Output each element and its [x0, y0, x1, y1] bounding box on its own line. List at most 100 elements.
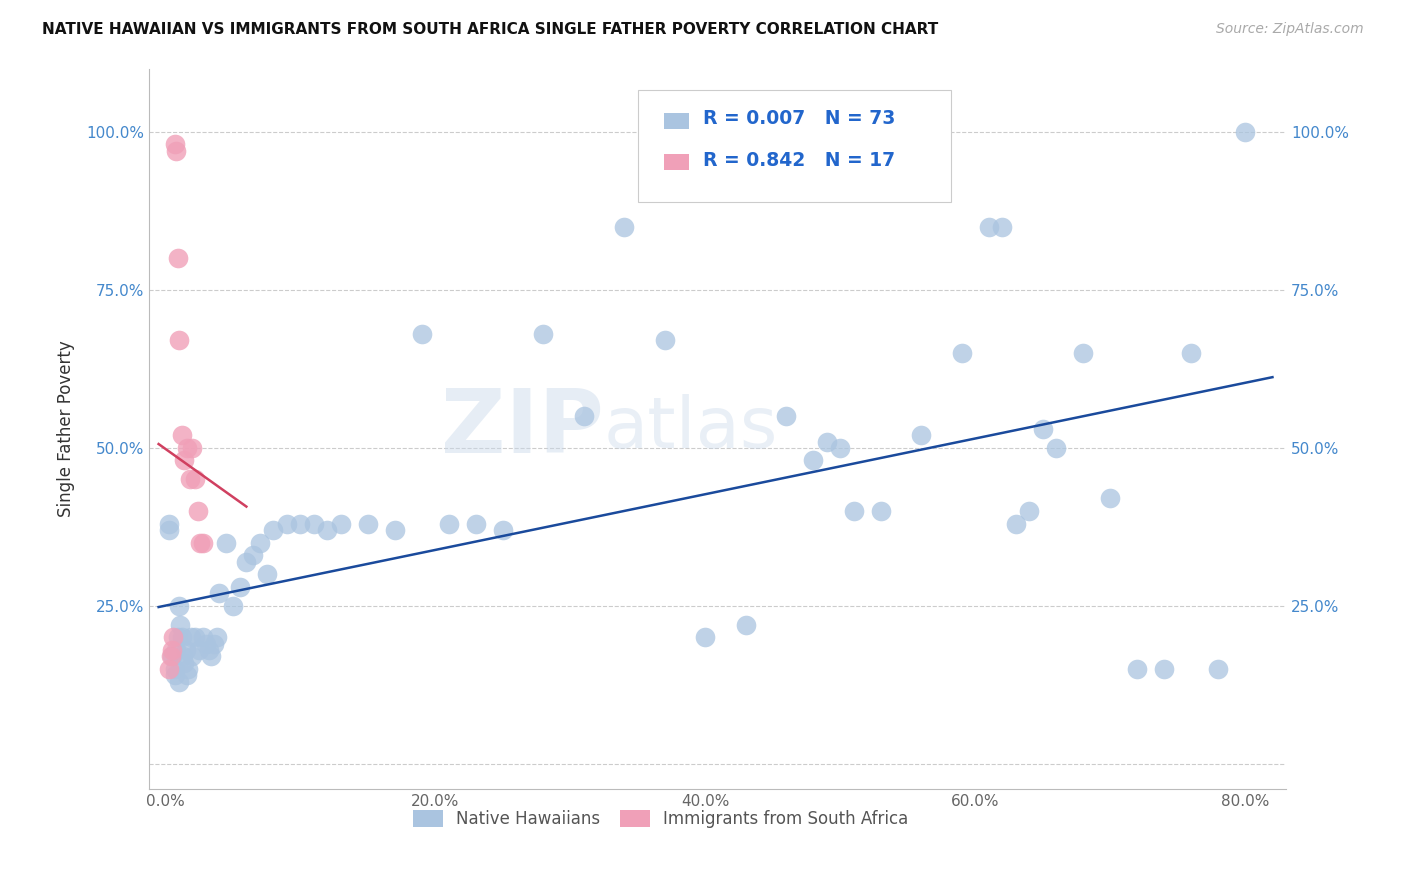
Point [176, 668, 198, 682]
Point [173, 453, 195, 467]
Point [316, 523, 339, 537]
Point [1005, 516, 1028, 531]
Point [160, 643, 183, 657]
Point [1099, 491, 1122, 506]
Point [830, 441, 852, 455]
Point [208, 586, 231, 600]
Point [228, 580, 250, 594]
Point [1073, 346, 1095, 360]
Point [173, 656, 195, 670]
Point [735, 618, 758, 632]
Point [572, 409, 595, 424]
Point [531, 326, 554, 341]
Point [184, 472, 207, 486]
Point [384, 523, 406, 537]
Point [1180, 346, 1202, 360]
Text: R = 0.007   N = 73: R = 0.007 N = 73 [703, 110, 896, 128]
Point [842, 504, 865, 518]
FancyBboxPatch shape [664, 113, 689, 129]
Point [194, 637, 217, 651]
Point [170, 428, 193, 442]
Text: ZIP: ZIP [441, 385, 603, 473]
Point [157, 523, 180, 537]
Point [159, 649, 181, 664]
Point [167, 674, 190, 689]
Point [977, 219, 1000, 234]
Point [302, 516, 325, 531]
Point [163, 668, 186, 682]
Point [197, 643, 219, 657]
Point [163, 137, 186, 152]
Point [169, 618, 191, 632]
Point [202, 637, 225, 651]
Point [242, 549, 264, 563]
FancyBboxPatch shape [664, 154, 689, 170]
Point [357, 516, 380, 531]
Point [411, 326, 433, 341]
Text: R = 0.842   N = 17: R = 0.842 N = 17 [703, 151, 894, 169]
Legend: Native Hawaiians, Immigrants from South Africa: Native Hawaiians, Immigrants from South … [406, 804, 915, 835]
Point [492, 523, 515, 537]
Point [174, 643, 197, 657]
Y-axis label: Single Father Poverty: Single Father Poverty [58, 341, 75, 517]
Point [172, 649, 194, 664]
Point [329, 516, 352, 531]
Point [187, 504, 209, 518]
Point [654, 334, 676, 348]
Point [184, 631, 207, 645]
Point [1208, 662, 1230, 676]
Point [166, 631, 188, 645]
Point [215, 535, 238, 549]
Point [1045, 441, 1067, 455]
Point [870, 504, 893, 518]
Point [276, 516, 298, 531]
Text: NATIVE HAWAIIAN VS IMMIGRANTS FROM SOUTH AFRICA SINGLE FATHER POVERTY CORRELATIO: NATIVE HAWAIIAN VS IMMIGRANTS FROM SOUTH… [42, 22, 938, 37]
Point [910, 428, 932, 442]
Point [249, 535, 271, 549]
Point [181, 649, 204, 664]
Point [163, 662, 186, 676]
Point [190, 535, 212, 549]
Point [177, 662, 200, 676]
Point [191, 631, 214, 645]
Point [464, 516, 486, 531]
Point [160, 649, 183, 664]
Point [803, 453, 825, 467]
Point [695, 631, 717, 645]
Point [167, 599, 190, 613]
Point [1234, 125, 1257, 139]
Point [157, 662, 180, 676]
Point [613, 219, 636, 234]
Point [222, 599, 245, 613]
Point [165, 643, 187, 657]
Point [181, 441, 204, 455]
Point [1153, 662, 1175, 676]
Point [162, 631, 184, 645]
Point [991, 219, 1014, 234]
Point [235, 555, 257, 569]
Point [157, 516, 180, 531]
Text: Source: ZipAtlas.com: Source: ZipAtlas.com [1216, 22, 1364, 37]
Point [188, 643, 211, 657]
Point [1126, 662, 1149, 676]
Point [256, 567, 278, 582]
Point [815, 434, 838, 449]
Point [200, 649, 222, 664]
Point [950, 346, 973, 360]
Point [165, 144, 187, 158]
Point [1032, 422, 1054, 436]
Point [191, 535, 214, 549]
Text: atlas: atlas [603, 394, 779, 463]
Point [290, 516, 312, 531]
Point [166, 251, 188, 265]
Point [1018, 504, 1040, 518]
Point [775, 409, 797, 424]
Point [167, 334, 190, 348]
Point [205, 631, 228, 645]
FancyBboxPatch shape [638, 90, 950, 202]
Point [176, 441, 198, 455]
Point [179, 472, 201, 486]
Point [180, 631, 202, 645]
Point [437, 516, 460, 531]
Point [170, 631, 193, 645]
